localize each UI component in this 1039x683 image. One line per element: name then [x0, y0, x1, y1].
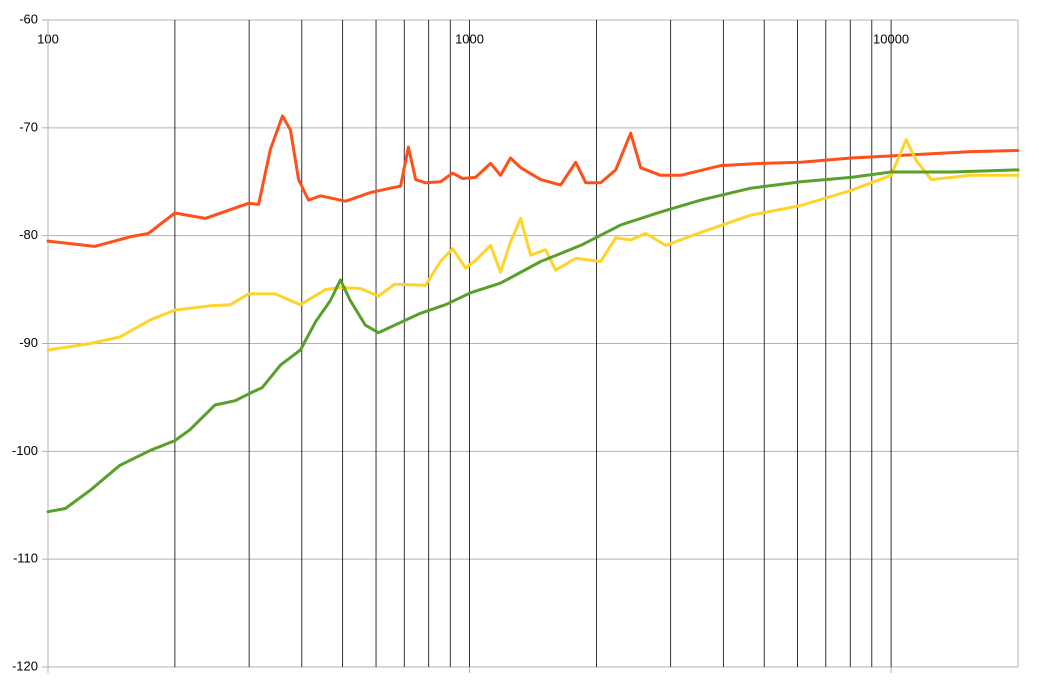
- y-tick-label: -60: [19, 11, 38, 26]
- series-line: [46, 138, 1020, 352]
- x-tick-label: 1000: [455, 31, 484, 46]
- y-tick-label: -120: [12, 658, 38, 673]
- series-line: [46, 114, 1020, 248]
- y-tick-label: -90: [19, 335, 38, 350]
- y-tick-label: -80: [19, 227, 38, 242]
- series-line: [46, 168, 1020, 514]
- x-tick-label: 10000: [873, 31, 909, 46]
- y-tick-label: -110: [13, 551, 38, 566]
- y-tick-label: -100: [12, 443, 38, 458]
- y-tick-label: -70: [19, 119, 38, 134]
